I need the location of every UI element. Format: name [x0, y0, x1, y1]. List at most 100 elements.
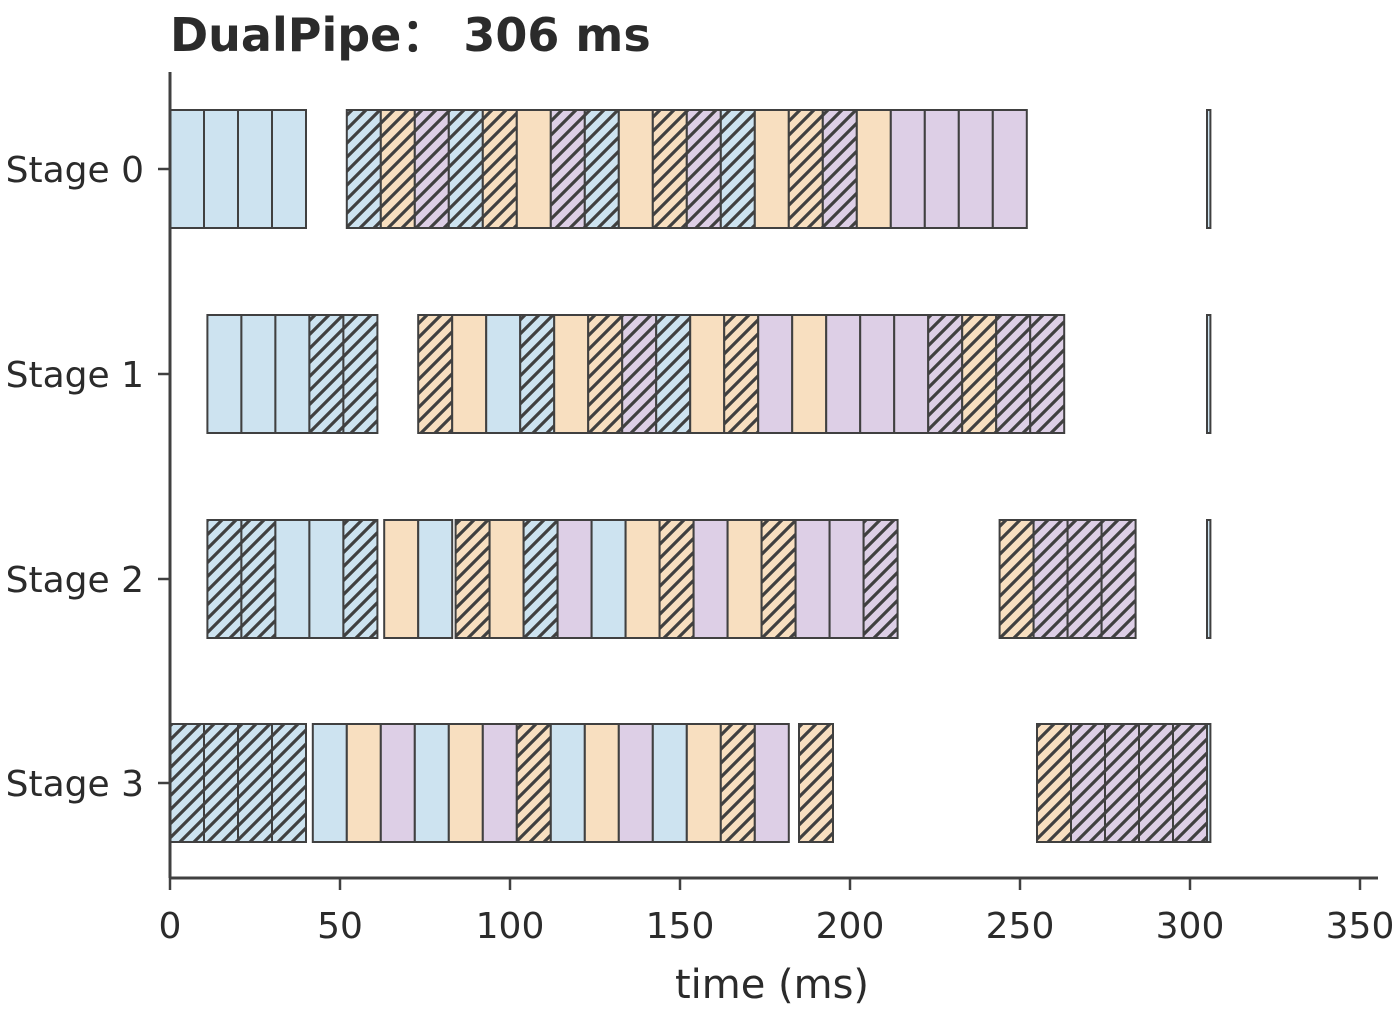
stage-label: Stage 0 — [6, 150, 144, 191]
block-fill — [275, 315, 310, 433]
block-border — [1100, 519, 1137, 639]
stage-2-block — [454, 519, 491, 639]
stage-1-block — [859, 314, 896, 434]
block-border — [1029, 314, 1066, 434]
stage-3-block — [271, 723, 307, 843]
block-fill — [448, 724, 483, 842]
block-border — [798, 723, 834, 843]
block-fill — [826, 315, 861, 433]
block-hatch — [418, 315, 453, 433]
stage-1-block — [791, 314, 828, 434]
x-tick-label: 300 — [1156, 906, 1225, 947]
stage-3-block — [617, 723, 654, 843]
stage-0-block — [617, 109, 654, 229]
stage-2-block — [240, 519, 277, 639]
block-fill — [958, 110, 993, 228]
stage-2-block — [488, 519, 525, 639]
block-fill — [652, 724, 687, 842]
block-hatch — [448, 110, 483, 228]
stage-0-block — [855, 109, 892, 229]
stage-3-block — [515, 723, 552, 843]
block-border — [417, 519, 454, 639]
block-hatch — [686, 110, 721, 228]
stage-0-block — [447, 109, 484, 229]
block-hatch — [656, 315, 691, 433]
block-fill — [1207, 110, 1211, 228]
chart-title: DualPipe： 306 ms — [170, 8, 651, 62]
stage-1-block — [689, 314, 726, 434]
block-hatch — [724, 315, 759, 433]
block-hatch — [1173, 724, 1207, 842]
block-fill — [856, 110, 891, 228]
stage-2-block — [794, 519, 831, 639]
x-tick-label: 50 — [317, 906, 363, 947]
stage-1-block — [757, 314, 794, 434]
stage-2-block — [308, 519, 345, 639]
block-border — [862, 519, 899, 639]
block-fill — [860, 315, 895, 433]
block-fill — [792, 315, 827, 433]
stage-3-block — [583, 723, 620, 843]
stage-1-block — [206, 314, 243, 434]
stage-2-block — [828, 519, 865, 639]
block-hatch — [523, 520, 558, 638]
block-fill — [516, 110, 551, 228]
stage-label: Stage 2 — [6, 560, 144, 601]
stage-0-block — [889, 109, 926, 229]
block-fill — [414, 724, 449, 842]
stage-2-block — [556, 519, 593, 639]
stage-2-block — [1066, 519, 1103, 639]
stage-0-block — [345, 109, 382, 229]
stage-label: Stage 1 — [6, 355, 144, 396]
stage-3-block — [237, 723, 273, 843]
stage-3-block — [169, 723, 205, 843]
stage-3-block — [413, 723, 450, 843]
stage-1-block — [1029, 314, 1066, 434]
block-fill — [275, 520, 310, 638]
x-tick-label: 100 — [476, 906, 545, 947]
block-hatch — [652, 110, 687, 228]
stage-2-block — [760, 519, 797, 639]
block-fill — [241, 315, 276, 433]
block-hatch — [863, 520, 898, 638]
block-fill — [690, 315, 725, 433]
stage-1-block — [240, 314, 277, 434]
block-fill — [312, 724, 347, 842]
block-hatch — [343, 315, 378, 433]
block-hatch — [170, 724, 204, 842]
block-fill — [618, 110, 653, 228]
block-border — [271, 109, 307, 229]
block-hatch — [788, 110, 823, 228]
stage-3-block — [549, 723, 586, 843]
stage-1-block — [961, 314, 998, 434]
block-fill — [207, 315, 242, 433]
block-hatch — [272, 724, 306, 842]
block-hatch — [346, 110, 381, 228]
block-hatch — [720, 724, 755, 842]
stage-0-block — [719, 109, 756, 229]
block-hatch — [482, 110, 517, 228]
stage-2-block — [726, 519, 763, 639]
block-fill — [1207, 724, 1211, 842]
block-hatch — [241, 520, 276, 638]
stage-3-block — [345, 723, 382, 843]
stage-3-block — [1070, 723, 1106, 843]
stage-0-block — [651, 109, 688, 229]
stage-0-block — [237, 109, 273, 229]
stage-3-block — [311, 723, 348, 843]
stage-0-block — [923, 109, 960, 229]
stage-1-block — [553, 314, 590, 434]
stage-0-block — [271, 109, 307, 229]
x-axis-label: time (ms) — [675, 962, 869, 1008]
block-fill — [618, 724, 653, 842]
block-hatch — [928, 315, 963, 433]
stage-3-block — [447, 723, 484, 843]
block-hatch — [1037, 724, 1071, 842]
stage-2-block — [998, 519, 1035, 639]
stage-2-block — [1100, 519, 1137, 639]
stage-3-block — [1104, 723, 1140, 843]
block-hatch — [343, 520, 378, 638]
stage-1-block — [417, 314, 454, 434]
block-fill — [890, 110, 925, 228]
stage-0-block — [203, 109, 239, 229]
